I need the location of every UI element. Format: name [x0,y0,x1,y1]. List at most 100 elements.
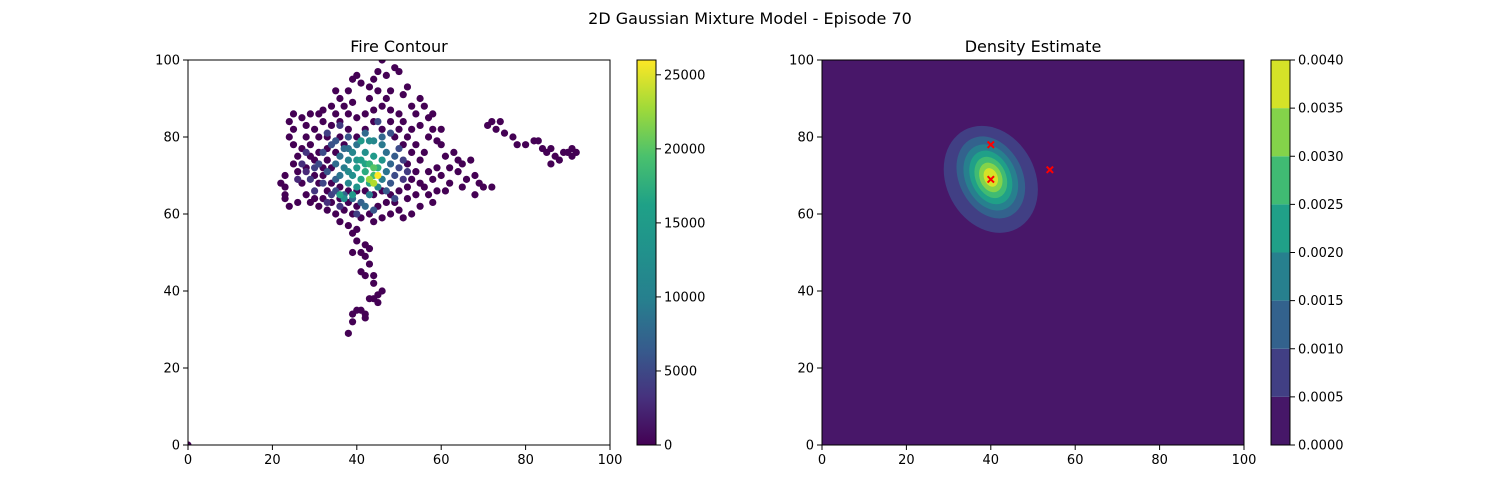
scatter-point [471,171,479,180]
density-y-tick-label: 0 [806,439,814,454]
scatter-x-axis: 0 20 40 60 80 100 [184,445,623,468]
scatter-x-tick-label: 0 [184,453,192,468]
scatter-point [289,125,298,133]
density-x-axis: 0 20 40 60 80 100 [818,445,1257,468]
scatter-colorbar-tick-label: 10000 [664,290,705,305]
scatter-point [386,106,395,114]
scatter-point [289,160,298,168]
density-colorbar-ticks: 0.0000 0.0005 0.0010 0.0015 0.0020 0.0025 0.00… [1290,54,1344,454]
scatter-x-tick-label: 20 [264,453,281,468]
scatter-point [403,168,412,176]
density-x-tick-label: 0 [818,453,826,468]
density-means [986,140,1054,184]
scatter-point [378,102,386,110]
scatter-point [336,171,344,180]
scatter-y-tick-label: 0 [172,439,180,454]
scatter-point [509,133,517,141]
scatter-point [306,175,314,183]
scatter-point [382,187,390,195]
density-panel: Density Estimate 0 20 40 60 80 100 0 20 40 60 80 1… [789,37,1256,468]
density-colorbar-band [1271,252,1290,301]
density-y-tick-label: 60 [797,208,814,223]
density-x-tick-label: 60 [1067,453,1084,468]
scatter-point [315,202,323,210]
scatter-point [488,183,496,191]
scatter-point [336,202,344,210]
scatter-point [323,168,331,176]
scatter-point [534,137,542,145]
scatter-points [188,60,580,445]
scatter-point [408,102,416,110]
scatter-point [323,206,331,214]
scatter-y-tick-label: 100 [155,54,180,69]
scatter-point [382,168,390,176]
scatter-point [374,298,382,307]
scatter-point [311,187,319,195]
scatter-point [416,179,424,187]
scatter-point [424,133,433,141]
scatter-point [437,171,445,180]
density-colorbar-band [1271,348,1290,397]
scatter-point [361,241,369,249]
scatter-point [357,175,365,183]
scatter-point [353,114,361,122]
scatter-point [353,237,361,245]
scatter-x-tick-label: 100 [598,453,623,468]
scatter-point [441,152,450,160]
scatter-point [500,129,509,137]
scatter-point [281,171,289,180]
scatter-point [361,110,369,118]
scatter-point [399,175,407,183]
scatter-point [386,118,395,126]
scatter-point [361,168,369,176]
scatter-point [547,144,555,153]
scatter-point [323,129,331,137]
scatter-point [370,279,378,287]
scatter-point [332,87,340,95]
scatter-point [323,198,331,207]
scatter-colorbar-tick-label: 25000 [664,68,705,83]
scatter-point [395,125,403,133]
scatter-point [336,218,344,226]
density-colorbar-bands [1271,60,1290,445]
density-colorbar-tick-label: 0.0025 [1298,198,1344,213]
density-x-tick-label: 100 [1232,453,1257,468]
scatter-colorbar-ticks: 0 5000 10000 15000 20000 25000 [656,68,705,454]
scatter-point [361,148,369,156]
density-colorbar-tick-label: 0.0040 [1298,54,1344,69]
scatter-point [433,164,441,172]
scatter-point [403,133,412,141]
scatter-point [433,187,441,195]
scatter-point [353,183,361,191]
density-y-axis: 0 20 40 60 80 100 [789,54,822,454]
scatter-point [450,148,458,156]
scatter-point [365,94,374,103]
scatter-point [332,160,340,168]
density-colorbar-tick-label: 0.0010 [1298,342,1344,357]
scatter-point [382,198,390,207]
scatter-point [332,210,340,218]
scatter-point [492,125,500,133]
scatter-point [294,168,302,176]
scatter-point [370,164,378,172]
scatter-point [412,141,420,149]
density-title: Density Estimate [965,37,1102,56]
density-colorbar-band [1271,204,1290,253]
scatter-point [344,125,352,133]
density-colorbar-tick-label: 0.0030 [1298,150,1344,165]
scatter-y-tick-label: 80 [163,131,180,146]
scatter-point [344,133,352,141]
scatter-point [399,214,407,222]
density-colorbar-tick-label: 0.0005 [1298,390,1344,405]
scatter-point [315,160,323,168]
scatter-point [496,118,504,126]
density-axes-frame [821,59,1245,446]
density-colorbar-band [1271,300,1290,349]
scatter-point [188,441,192,445]
scatter-point [382,71,390,79]
scatter-point [298,160,306,168]
scatter-x-tick-label: 40 [349,453,366,468]
scatter-point [429,198,437,207]
scatter-point [441,187,450,195]
scatter-point [348,171,357,180]
